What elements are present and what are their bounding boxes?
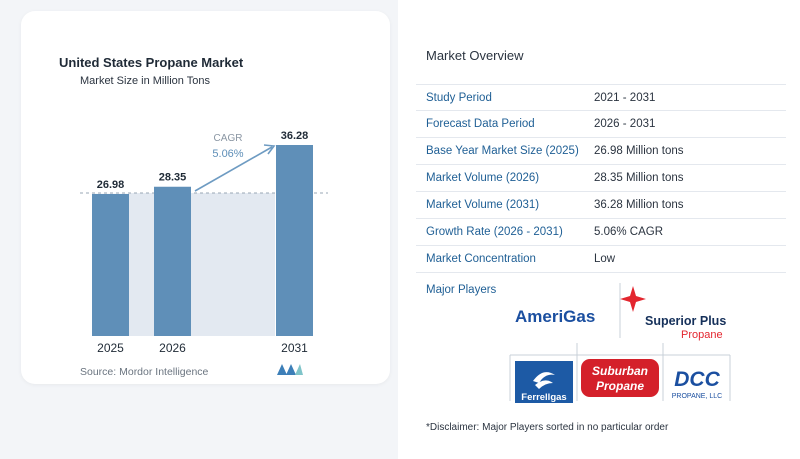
chart-subtitle: Market Size in Million Tons — [80, 75, 211, 87]
row-value: 36.28 Million tons — [594, 199, 684, 211]
table-row: Base Year Market Size (2025) 26.98 Millio… — [416, 138, 786, 165]
table-row: Growth Rate (2026 - 2031) 5.06% CAGR — [416, 219, 786, 246]
cagr-label: CAGR — [214, 133, 243, 144]
amerigas-logo: AmeriGas — [515, 307, 595, 326]
value-label-2025: 26.98 — [97, 179, 125, 191]
bar-2026 — [154, 186, 191, 336]
table-row: Market Volume (2026) 28.35 Million tons — [416, 165, 786, 192]
row-label: Market Concentration — [426, 253, 536, 265]
ferrellgas-logo: Ferrellgas — [521, 392, 566, 403]
disclaimer: *Disclaimer: Major Players sorted in no … — [426, 422, 669, 433]
bar-2025 — [92, 193, 129, 336]
row-label: Market Volume (2031) — [426, 199, 540, 211]
row-value: 28.35 Million tons — [594, 172, 684, 184]
row-label: Market Volume (2026) — [426, 172, 540, 184]
bar-2031 — [276, 145, 313, 336]
row-value: 26.98 Million tons — [594, 145, 684, 157]
suburban-logo: Suburban — [592, 364, 648, 378]
table-row: Study Period 2021 - 2031 — [416, 84, 786, 111]
dcc-logo: DCC — [674, 368, 720, 391]
overview-title: Market Overview — [426, 48, 524, 63]
bar-chart: 26.98 2025 28.35 2026 36.28 2031 CAGR 5.06% — [80, 130, 328, 355]
row-label: Study Period — [426, 92, 492, 104]
row-value: 2026 - 2031 — [594, 118, 656, 130]
growth-arrow — [194, 146, 273, 192]
row-label: Growth Rate (2026 - 2031) — [426, 226, 563, 238]
row-label: Base Year Market Size (2025) — [426, 145, 579, 157]
suburban-propane-logo-box — [581, 359, 659, 397]
superior-plus-logo: Superior Plus — [645, 314, 726, 328]
chart-title: United States Propane Market — [59, 55, 244, 70]
table-row: Forecast Data Period 2026 - 2031 — [416, 111, 786, 138]
row-label: Forecast Data Period — [426, 118, 535, 130]
dcc-logo-sub: PROPANE, LLC — [672, 393, 722, 400]
x-tick-label-2031: 2031 — [281, 341, 308, 355]
superior-plus-mark — [620, 286, 646, 312]
row-value: 5.06% CAGR — [594, 226, 664, 238]
projection-shade — [129, 193, 275, 336]
table-row: Market Concentration Low — [416, 246, 786, 273]
row-value: 2021 - 2031 — [594, 92, 656, 104]
overview-table: Study Period 2021 - 2031 Forecast Data Pe… — [416, 84, 786, 273]
x-tick-label-2026: 2026 — [159, 341, 186, 355]
table-row: Market Volume (2031) 36.28 Million tons — [416, 192, 786, 219]
growth-arrow-head — [263, 144, 276, 155]
mordor-logo — [277, 364, 303, 375]
major-players-logos: AmeriGas Superior Plus Propane Ferrellga… — [509, 283, 731, 403]
value-label-2026: 28.35 — [159, 172, 187, 184]
major-players-label: Major Players — [426, 284, 497, 296]
superior-plus-sub: Propane — [681, 329, 723, 341]
row-value: Low — [594, 253, 616, 265]
cagr-value: 5.06% — [212, 148, 243, 160]
value-label-2031: 36.28 — [281, 130, 309, 142]
x-tick-label-2025: 2025 — [97, 341, 124, 355]
source-note: Source: Mordor Intelligence — [80, 366, 209, 378]
suburban-logo-sub: Propane — [596, 379, 644, 393]
